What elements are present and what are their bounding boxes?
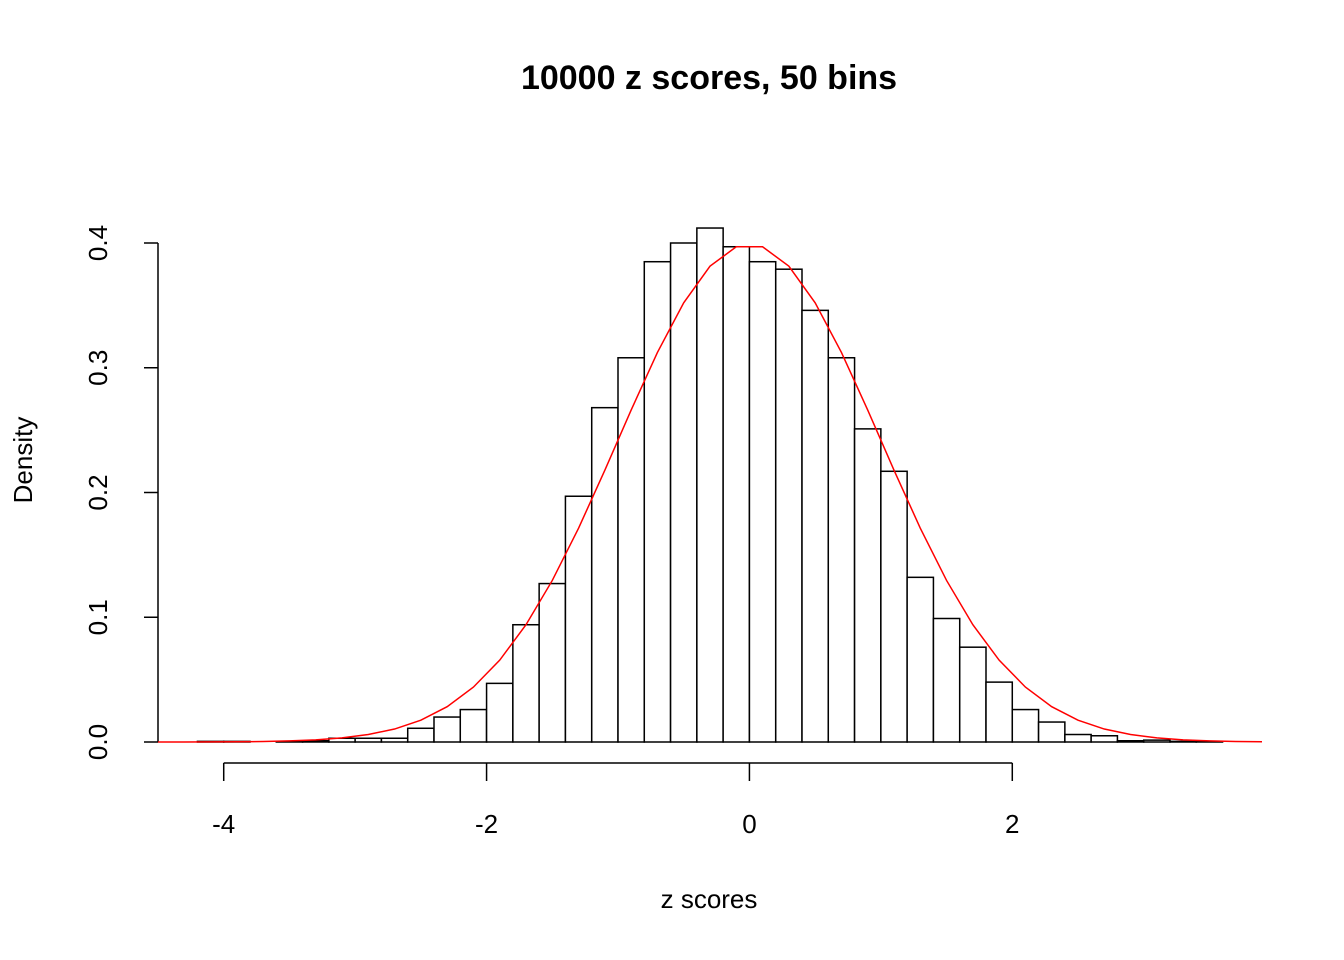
x-axis-label: z scores: [661, 884, 758, 914]
bar: [880, 470, 908, 743]
bar: [512, 623, 540, 743]
bar: [958, 646, 987, 743]
chart-title: 10000 z scores, 50 bins: [521, 59, 897, 97]
bar: [827, 357, 856, 743]
bar: [1142, 739, 1171, 743]
y-tick-label: 0.3: [83, 350, 113, 386]
bar: [669, 242, 698, 743]
x-tick-label: -4: [212, 809, 235, 839]
y-tick-label: 0.2: [83, 474, 113, 510]
bar: [774, 268, 803, 743]
y-tick-label: 0.1: [83, 599, 113, 635]
bar: [722, 245, 751, 743]
x-tick-label: -2: [475, 809, 498, 839]
bar: [1011, 708, 1040, 743]
y-tick-label: 0.4: [83, 225, 113, 261]
bar: [564, 495, 593, 743]
x-tick-label: 0: [742, 809, 756, 839]
bar: [590, 406, 619, 743]
bar: [617, 357, 646, 743]
bar: [985, 681, 1014, 743]
bar: [853, 428, 882, 743]
bar: [1090, 735, 1119, 743]
x-tick-label: 2: [1005, 809, 1019, 839]
bar: [354, 737, 383, 743]
bar: [748, 260, 777, 743]
density-curve: [157, 245, 1263, 743]
bar: [932, 617, 961, 743]
bar: [406, 727, 435, 743]
bar: [801, 309, 830, 743]
bar: [538, 582, 567, 743]
bar: [1169, 740, 1198, 743]
bar: [1064, 733, 1092, 743]
bar: [696, 227, 724, 743]
bar: [1037, 721, 1066, 743]
y-axis-label: Density: [8, 417, 38, 504]
bar: [906, 576, 935, 743]
bar: [433, 716, 462, 743]
bar: [380, 737, 409, 743]
y-tick-label: 0.0: [83, 724, 113, 760]
bar: [485, 682, 514, 743]
bar: [1116, 740, 1145, 743]
bar: [459, 708, 488, 743]
